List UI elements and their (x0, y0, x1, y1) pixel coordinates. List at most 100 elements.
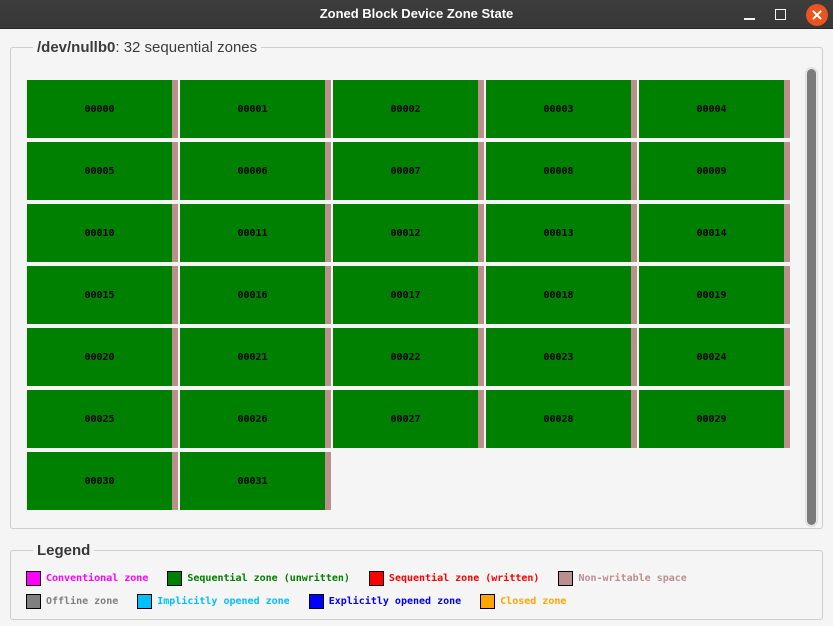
zone-body: 00017 (333, 266, 478, 324)
zone-block: 00030 (27, 452, 178, 510)
legend-item-label: Offline zone (46, 596, 119, 607)
zone-block: 00014 (639, 204, 790, 262)
zone-block: 00024 (639, 328, 790, 386)
zone-nonwritable-strip (478, 142, 484, 200)
zone-nonwritable-strip (784, 80, 790, 138)
zone-block: 00019 (639, 266, 790, 324)
zone-nonwritable-strip (784, 328, 790, 386)
zone-nonwritable-strip (325, 266, 331, 324)
zone-block: 00023 (486, 328, 637, 386)
zone-nonwritable-strip (784, 390, 790, 448)
zones-grid: 00000 00001 00002 00003 00004 00005 00006 00007… (27, 80, 790, 510)
zone-nonwritable-strip (478, 204, 484, 262)
zone-block: 00011 (180, 204, 331, 262)
zone-label: 00028 (543, 413, 574, 425)
minimize-button[interactable] (744, 9, 755, 20)
legend-swatch (368, 571, 384, 586)
zone-label: 00017 (390, 289, 421, 301)
legend-item-label: Conventional zone (46, 573, 149, 584)
zone-nonwritable-strip (172, 142, 178, 200)
zone-body: 00027 (333, 390, 478, 448)
legend-swatch (480, 594, 496, 609)
zone-block: 00013 (486, 204, 637, 262)
zone-block: 00028 (486, 390, 637, 448)
legend-item: Explicitly opened zone (308, 594, 461, 609)
zone-block: 00007 (333, 142, 484, 200)
zone-nonwritable-strip (325, 142, 331, 200)
zone-body: 00003 (486, 80, 631, 138)
zone-label: 00027 (390, 413, 421, 425)
zone-nonwritable-strip (784, 266, 790, 324)
zone-block: 00029 (639, 390, 790, 448)
zone-body: 00009 (639, 142, 784, 200)
zone-body: 00022 (333, 328, 478, 386)
zone-block: 00000 (27, 80, 178, 138)
titlebar[interactable]: Zoned Block Device Zone State (0, 0, 833, 29)
zone-label: 00023 (543, 351, 574, 363)
scrollbar-thumb[interactable] (807, 69, 816, 525)
device-frame-label: /dev/nullb0: 32 sequential zones (33, 38, 262, 57)
device-name: /dev/nullb0 (37, 39, 116, 56)
legend-item: Offline zone (26, 594, 118, 609)
zone-label: 00015 (84, 289, 115, 301)
zone-label: 00019 (696, 289, 727, 301)
zone-label: 00001 (237, 103, 268, 115)
zone-body: 00013 (486, 204, 631, 262)
zone-nonwritable-strip (172, 266, 178, 324)
zone-nonwritable-strip (325, 390, 331, 448)
zone-body: 00011 (180, 204, 325, 262)
zone-label: 00018 (543, 289, 574, 301)
zone-block: 00026 (180, 390, 331, 448)
zone-label: 00024 (696, 351, 727, 363)
zone-body: 00004 (639, 80, 784, 138)
zone-block: 00010 (27, 204, 178, 262)
zone-label: 00007 (390, 165, 421, 177)
zone-block: 00018 (486, 266, 637, 324)
zone-label: 00022 (390, 351, 421, 363)
zone-block: 00006 (180, 142, 331, 200)
legend-rows: Conventional zone Sequential zone (unwrit… (26, 571, 687, 609)
zone-body: 00005 (27, 142, 172, 200)
zone-label: 00009 (696, 165, 727, 177)
zone-nonwritable-strip (172, 390, 178, 448)
zone-nonwritable-strip (325, 204, 331, 262)
close-icon (806, 4, 828, 26)
zone-body: 00006 (180, 142, 325, 200)
zone-body: 00000 (27, 80, 172, 138)
zone-label: 00020 (84, 351, 115, 363)
zone-body: 00029 (639, 390, 784, 448)
zone-body: 00001 (180, 80, 325, 138)
zone-block: 00005 (27, 142, 178, 200)
zone-nonwritable-strip (172, 204, 178, 262)
legend-item: Non-writable space (558, 571, 687, 586)
zone-label: 00002 (390, 103, 421, 115)
maximize-icon (775, 9, 786, 20)
legend-item-label: Sequential zone (written) (388, 573, 540, 584)
maximize-button[interactable] (775, 9, 786, 20)
zone-label: 00021 (237, 351, 268, 363)
zone-body: 00023 (486, 328, 631, 386)
zone-nonwritable-strip (478, 80, 484, 138)
legend-item: Conventional zone (26, 571, 148, 586)
minimize-icon (744, 18, 755, 20)
zone-nonwritable-strip (172, 328, 178, 386)
zone-label: 00026 (237, 413, 268, 425)
zone-body: 00021 (180, 328, 325, 386)
zone-body: 00019 (639, 266, 784, 324)
zone-nonwritable-strip (784, 142, 790, 200)
zone-body: 00028 (486, 390, 631, 448)
legend-item-label: Implicitly opened zone (157, 596, 290, 607)
zone-block: 00009 (639, 142, 790, 200)
zone-block: 00021 (180, 328, 331, 386)
zone-label: 00008 (543, 165, 574, 177)
zone-body: 00026 (180, 390, 325, 448)
zone-nonwritable-strip (631, 328, 637, 386)
zone-block: 00003 (486, 80, 637, 138)
zone-body: 00024 (639, 328, 784, 386)
legend-row: Conventional zone Sequential zone (unwrit… (26, 571, 687, 586)
scrollbar[interactable] (805, 67, 818, 527)
close-button[interactable] (806, 3, 828, 26)
zone-body: 00002 (333, 80, 478, 138)
legend-swatch (308, 594, 324, 609)
